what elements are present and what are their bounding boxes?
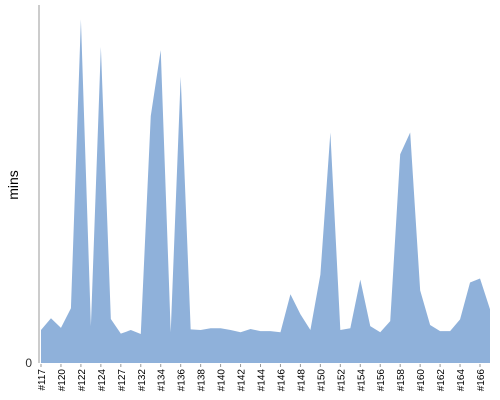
x-tick-label: #120 [57,369,68,392]
x-tick-label: #132 [137,369,148,392]
x-tick-label: #148 [296,369,307,392]
x-tick-label: #117 [37,369,48,391]
x-axis-ticks: #117 #120 #122 #124 #127 #132 #134 #136 #138 #140… [37,364,487,391]
x-tick-label: #156 [376,369,387,392]
x-tick-label: #162 [436,369,447,392]
x-tick-label: #136 [177,369,188,392]
x-tick-label: #152 [336,369,347,392]
x-tick-label: #138 [197,369,208,392]
y-tick-label: 0 [25,356,32,370]
x-tick-label: #160 [416,369,427,392]
x-tick-label: #166 [476,369,487,392]
x-tick-label: #124 [97,369,108,392]
x-tick-label: #122 [77,369,88,392]
x-tick-label: #134 [157,369,168,392]
y-axis-ticks: 0 [25,356,32,370]
x-tick-label: #150 [316,369,327,392]
y-axis-label: mins [5,170,21,200]
x-tick-label: #154 [356,369,367,392]
series-area [41,19,490,363]
x-tick-label: #127 [117,369,128,392]
x-tick-label: #158 [396,369,407,392]
x-tick-label: #144 [257,369,268,392]
x-tick-label: #146 [276,369,287,392]
plot-area [41,19,490,363]
x-tick-label: #140 [217,369,228,392]
x-tick-label: #142 [237,369,248,392]
x-tick-label: #164 [456,369,467,392]
